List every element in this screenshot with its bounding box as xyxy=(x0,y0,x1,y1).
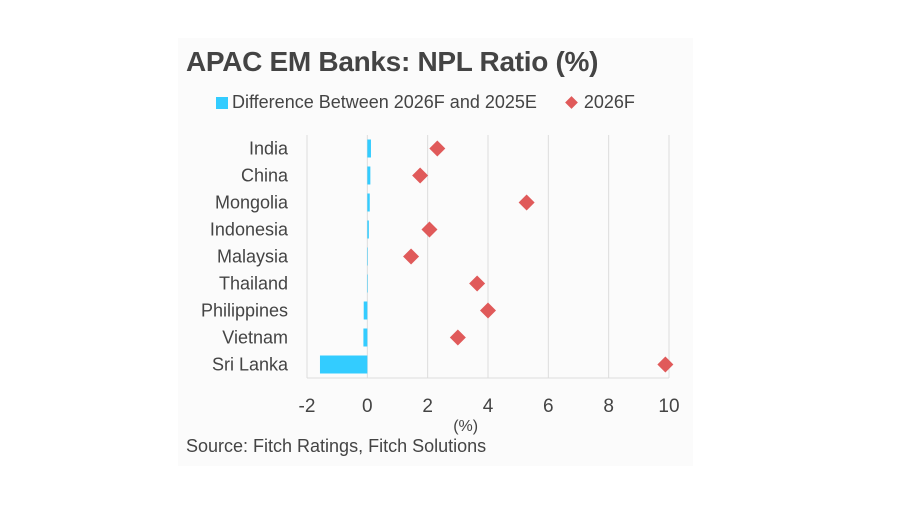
legend-label-difference: Difference Between 2026F and 2025E xyxy=(232,92,537,112)
marker-2026f xyxy=(657,356,674,373)
bar-difference xyxy=(367,220,369,239)
marker-2026f xyxy=(518,194,535,211)
x-tick-label: 10 xyxy=(658,396,679,417)
marker-2026f xyxy=(429,140,446,157)
category-label: China xyxy=(241,166,289,186)
x-tick-label: 8 xyxy=(603,396,614,417)
bar-difference xyxy=(367,247,368,266)
bar-difference xyxy=(319,355,368,374)
category-label: Sri Lanka xyxy=(212,355,289,375)
marker-2026f xyxy=(469,275,486,292)
category-label: India xyxy=(249,139,289,159)
x-tick-label: 6 xyxy=(543,396,554,417)
bar-difference xyxy=(367,274,368,293)
legend: Difference Between 2026F and 2025E 2026F xyxy=(216,92,635,113)
chart-title: APAC EM Banks: NPL Ratio (%) xyxy=(186,46,599,77)
bar-difference xyxy=(367,166,371,185)
marker-2026f xyxy=(421,221,438,238)
marker-2026f xyxy=(412,167,429,184)
bar-difference xyxy=(363,328,368,347)
category-label: Thailand xyxy=(219,274,288,294)
bar-difference xyxy=(367,139,371,158)
bar-difference xyxy=(363,301,368,320)
source-note: Source: Fitch Ratings, Fitch Solutions xyxy=(186,436,487,456)
x-tick-label: -2 xyxy=(299,396,316,417)
x-tick-label: 4 xyxy=(483,396,494,417)
category-label: Mongolia xyxy=(215,193,289,213)
chart-background xyxy=(178,38,693,466)
marker-2026f xyxy=(449,329,466,346)
category-label: Indonesia xyxy=(210,220,289,240)
category-label: Malaysia xyxy=(217,247,289,267)
marker-2026f xyxy=(403,248,420,265)
category-label: Philippines xyxy=(201,301,288,321)
bar-difference xyxy=(367,193,370,212)
x-tick-label: 0 xyxy=(362,396,373,417)
legend-swatch-difference xyxy=(216,96,228,109)
marker-2026f xyxy=(480,302,496,319)
category-label: Vietnam xyxy=(222,328,288,348)
legend-label-2026f: 2026F xyxy=(583,92,635,112)
x-axis-label: (%) xyxy=(453,418,478,435)
x-tick-label: 2 xyxy=(422,396,433,417)
